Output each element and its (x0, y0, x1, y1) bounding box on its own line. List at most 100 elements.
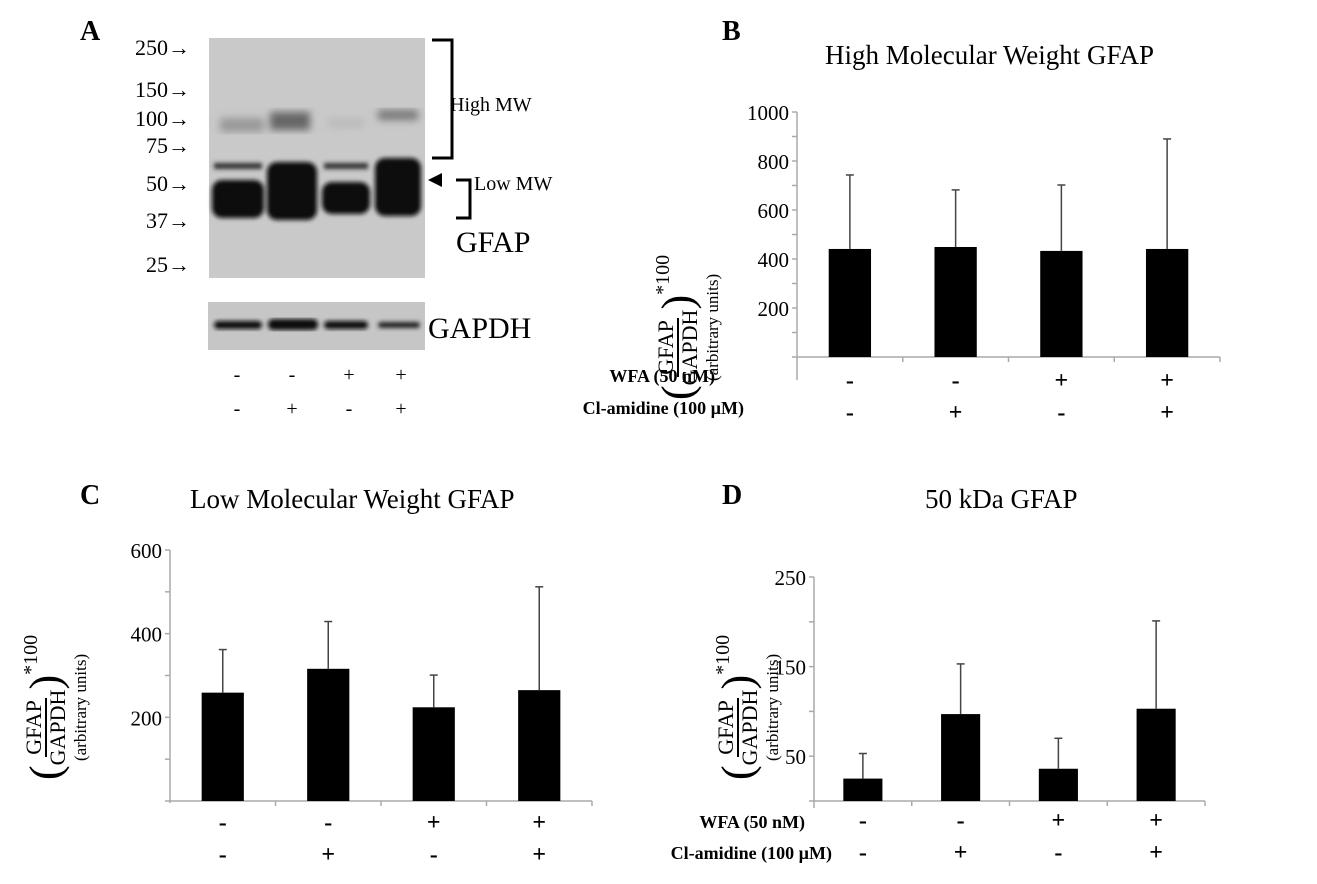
ylabel-multiplier: *100 (20, 634, 42, 675)
bar (843, 778, 883, 801)
bar (307, 668, 350, 801)
mw-marker-25: 25 (146, 252, 168, 277)
marker-arrow-icon: → (168, 133, 190, 158)
wfa-label-d: WFA (50 nM) (699, 812, 805, 832)
chart-b-title: High Molecular Weight GFAP (825, 40, 1155, 70)
gapdh-bands (214, 319, 420, 330)
x-wfa-sign: + (1055, 368, 1069, 394)
chart-d: 50 150 250 - - - + + - + + (775, 566, 1206, 866)
x-cl-sign: + (949, 400, 963, 420)
mw-marker-100: 100 (135, 106, 168, 131)
mw-marker-150: 150 (135, 77, 168, 102)
x-wfa-sign: + (427, 810, 441, 836)
bar (828, 248, 872, 357)
western-blot (208, 38, 472, 350)
y-tick-label: 1000 (747, 101, 789, 125)
bar (1038, 768, 1078, 801)
x-wfa-sign: + (532, 810, 546, 836)
wfa-label-b: WFA (50 nM) (609, 366, 715, 386)
panel-letter-c: C (80, 480, 101, 511)
low-mw-bracket (456, 178, 472, 220)
bar (1040, 250, 1083, 357)
x-cl-sign: - (859, 840, 867, 866)
chart-d-title: 50 kDa GFAP (925, 484, 1078, 514)
bar (1145, 248, 1189, 357)
panel-letter-d: D (722, 480, 743, 511)
ylabel-multiplier: *100 (652, 254, 674, 295)
marker-arrow-icon: → (168, 106, 190, 131)
y-tick-label: 50 (785, 745, 806, 769)
mw-marker-37: 37 (146, 208, 168, 233)
x-wfa-sign: - (846, 368, 854, 394)
low-mw-bands (212, 158, 421, 220)
mw-marker-250: 250 (135, 35, 168, 60)
x-cl-sign: + (321, 842, 335, 868)
marker-arrow-icon: → (168, 171, 190, 196)
y-tick-label: 250 (775, 566, 807, 590)
mw-marker-50: 50 (146, 171, 168, 196)
marker-arrow-icon: → (168, 208, 190, 233)
x-cl-sign: + (1149, 840, 1163, 866)
x-cl-sign: - (1057, 400, 1065, 420)
y-tick-label: 400 (131, 623, 163, 647)
blot-cl-sign: + (286, 398, 298, 420)
blot-cl-sign: + (395, 398, 407, 420)
ylabel-multiplier: *100 (712, 634, 734, 675)
low-mw-label: Low MW (474, 173, 553, 195)
x-cl-sign: - (430, 842, 438, 868)
blot-wfa-sign: - (233, 364, 241, 386)
ylabel-denominator: GAPDH (44, 689, 70, 766)
x-wfa-sign: + (1160, 368, 1174, 394)
y-tick-label: 400 (758, 248, 790, 272)
blot-wfa-sign: + (395, 364, 407, 386)
bar (412, 707, 455, 801)
marker-arrow-icon: → (168, 77, 190, 102)
x-wfa-sign: - (952, 368, 960, 394)
high-mw-label: High MW (450, 94, 532, 116)
blot-cl-sign: - (345, 398, 353, 420)
cl-label-b: Cl-amidine (100 µM) (582, 398, 744, 418)
y-tick-label: 200 (758, 297, 790, 321)
chart-b: 200 400 600 800 1000 - - - + + - + + (747, 101, 1221, 420)
x-cl-sign: + (954, 840, 968, 866)
x-cl-sign: - (219, 842, 227, 868)
gfap-label: GFAP (456, 226, 531, 259)
bar (934, 246, 977, 357)
x-wfa-sign: - (859, 808, 867, 834)
high-mw-bands (220, 110, 418, 132)
chart-c: 200 400 600 - - - + + - + + (131, 540, 593, 868)
panel-letter-b: B (722, 16, 741, 47)
chart-c-title: Low Molecular Weight GFAP (190, 484, 515, 514)
marker-arrow-icon: → (168, 252, 190, 277)
bar (201, 692, 244, 801)
x-cl-sign: + (1160, 400, 1174, 420)
blot-cl-sign: - (233, 398, 241, 420)
bar (518, 690, 561, 801)
marker-arrow-icon: → (168, 35, 190, 60)
y-tick-label: 600 (131, 540, 163, 563)
y-tick-label: 800 (758, 150, 790, 174)
x-cl-sign: + (532, 842, 546, 868)
chart-c-ylabel: (GFAP GAPDH)*100 (arbitrary units) (20, 634, 90, 780)
y-tick-label: 200 (131, 706, 163, 730)
x-cl-sign: - (846, 400, 854, 420)
ylabel-numerator: GFAP (20, 698, 47, 757)
ylabel-numerator: GFAP (712, 698, 739, 757)
cl-label-d: Cl-amidine (100 µM) (670, 843, 832, 863)
arrowhead-50kda-icon (428, 173, 442, 187)
gapdh-label: GAPDH (428, 312, 532, 345)
high-mw-bracket (432, 38, 454, 160)
x-wfa-sign: + (1149, 808, 1163, 834)
mw-marker-75: 75 (146, 133, 168, 158)
y-tick-label: 150 (775, 656, 807, 680)
blot-wfa-sign: - (288, 364, 296, 386)
bar (941, 714, 981, 801)
blot-wfa-sign: + (343, 364, 355, 386)
x-wfa-sign: - (957, 808, 965, 834)
y-tick-label: 600 (758, 199, 790, 223)
x-cl-sign: - (1054, 840, 1062, 866)
panel-letter-a: A (80, 16, 101, 47)
ylabel-units: (arbitrary units) (71, 653, 90, 762)
x-wfa-sign: - (219, 810, 227, 836)
